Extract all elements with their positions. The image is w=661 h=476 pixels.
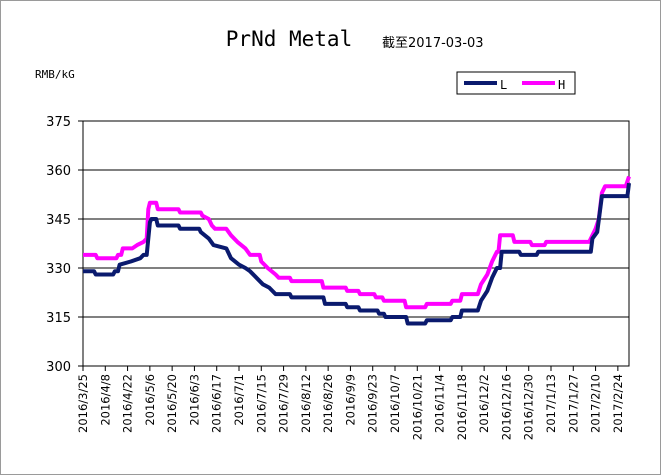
- x-tick-label-15: 2016/10/21: [410, 374, 424, 440]
- x-tick-label-17: 2016/11/18: [455, 374, 469, 440]
- plot-border: [82, 120, 630, 367]
- y-tick-label-330: 330: [46, 262, 71, 277]
- y-axis-unit-label: RMB/kG: [35, 68, 75, 81]
- y-tick-label-375: 375: [46, 115, 71, 130]
- legend: L H: [456, 71, 576, 95]
- x-tick-label-24: 2017/2/24: [611, 374, 625, 433]
- x-tick-label-14: 2016/10/7: [388, 374, 402, 433]
- x-tick-label-12: 2016/9/9: [343, 374, 357, 426]
- x-tick-label-21: 2017/1/13: [544, 374, 558, 433]
- x-tick-label-9: 2016/7/29: [277, 374, 291, 433]
- plot-area: 300 315 330 345 360 375 2016/3/25 2016/4/8 2016/…: [46, 115, 631, 440]
- y-tick-label-300: 300: [46, 360, 71, 375]
- x-tick-label-3: 2016/5/6: [143, 374, 157, 426]
- x-tick-label-22: 2017/1/27: [566, 374, 580, 433]
- series-line-h: [83, 175, 631, 310]
- x-tick-label-16: 2016/11/4: [433, 374, 447, 433]
- x-tick-label-2: 2016/4/22: [121, 374, 135, 433]
- x-tick-label-10: 2016/8/12: [299, 374, 313, 433]
- x-tick-label-8: 2016/7/15: [254, 374, 268, 433]
- chart-title: PrNd Metal: [226, 27, 352, 51]
- x-tick-label-20: 2016/12/30: [522, 374, 536, 440]
- x-tick-label-13: 2016/9/23: [366, 374, 380, 433]
- chart-subtitle: 截至2017-03-03: [382, 36, 484, 51]
- y-tick-label-360: 360: [46, 164, 71, 179]
- x-tick-label-6: 2016/6/17: [210, 374, 224, 433]
- series-line-l: [83, 182, 631, 326]
- legend-box: [456, 71, 576, 95]
- y-tick-label-345: 345: [46, 213, 71, 228]
- y-tick-label-315: 315: [46, 311, 71, 326]
- x-tick-label-23: 2017/2/10: [589, 374, 603, 433]
- legend-label-h: H: [558, 78, 565, 92]
- x-tick-label-19: 2016/12/16: [499, 374, 513, 440]
- x-tick-label-0: 2016/3/25: [76, 374, 90, 433]
- x-tick-label-5: 2016/6/3: [187, 374, 201, 426]
- x-tick-label-18: 2016/12/2: [477, 374, 491, 433]
- x-tick-label-7: 2016/7/1: [232, 374, 246, 426]
- x-tick-label-4: 2016/5/20: [165, 374, 179, 433]
- x-tick-label-1: 2016/4/8: [98, 374, 112, 426]
- x-tick-label-11: 2016/8/26: [321, 374, 335, 433]
- legend-label-l: L: [500, 78, 507, 92]
